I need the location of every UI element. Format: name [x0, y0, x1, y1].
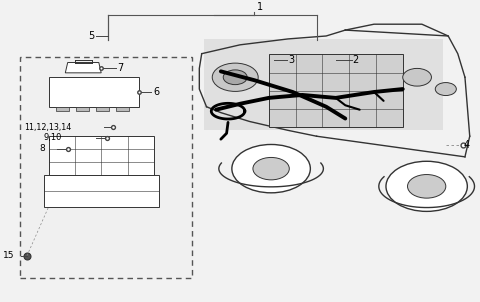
Bar — [269, 54, 403, 127]
Bar — [96, 107, 109, 111]
Text: 11,12,13,14: 11,12,13,14 — [24, 123, 71, 132]
Text: 7: 7 — [117, 63, 123, 72]
Circle shape — [253, 157, 289, 180]
Text: 5: 5 — [88, 31, 94, 41]
Text: 1: 1 — [257, 2, 263, 12]
FancyBboxPatch shape — [204, 39, 444, 130]
Bar — [48, 77, 140, 107]
Circle shape — [408, 175, 446, 198]
Bar — [48, 136, 154, 175]
Circle shape — [435, 82, 456, 95]
Circle shape — [403, 69, 432, 86]
Bar — [56, 107, 69, 111]
Text: 15: 15 — [3, 251, 14, 260]
Text: 2: 2 — [352, 55, 359, 65]
Circle shape — [232, 144, 311, 193]
FancyBboxPatch shape — [20, 56, 192, 278]
Text: 6: 6 — [153, 87, 159, 97]
Bar — [76, 107, 89, 111]
Bar — [116, 107, 130, 111]
Circle shape — [223, 70, 247, 85]
Text: 8: 8 — [39, 144, 45, 153]
Text: 3: 3 — [288, 55, 294, 65]
Polygon shape — [65, 63, 101, 73]
Bar — [44, 175, 158, 207]
Circle shape — [212, 63, 258, 92]
Text: 4: 4 — [464, 140, 470, 150]
Text: 9,10: 9,10 — [44, 133, 62, 142]
Circle shape — [386, 161, 468, 211]
